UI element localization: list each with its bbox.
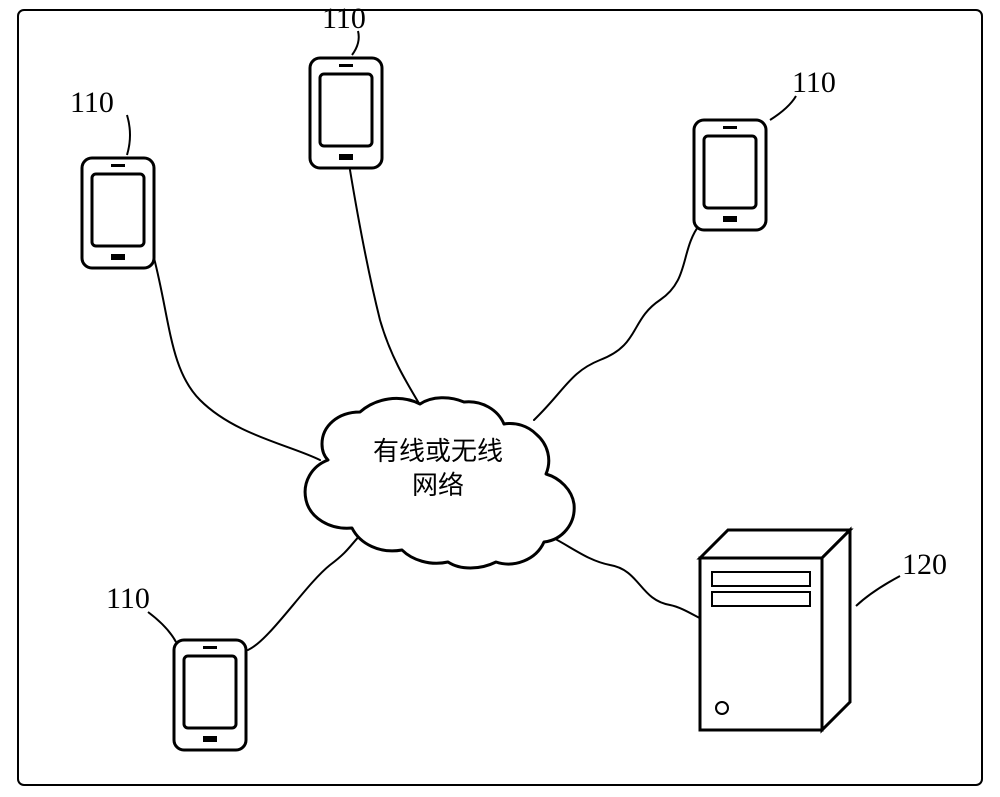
phone-phone2-icon-home-button bbox=[339, 154, 353, 160]
phone-phone4-icon bbox=[174, 640, 246, 750]
phone-phone3-icon-home-button bbox=[723, 216, 737, 222]
phone-phone1-icon bbox=[82, 158, 154, 268]
phone-phone1-icon-home-button bbox=[111, 254, 125, 260]
cloud-text-line2: 网络 bbox=[412, 470, 464, 500]
server-icon bbox=[700, 530, 850, 730]
label-phone4: 110 bbox=[106, 582, 150, 615]
phone-phone3-icon-speaker bbox=[723, 126, 737, 129]
connector-c2 bbox=[350, 170, 420, 405]
connector-c5 bbox=[538, 530, 715, 625]
phone-phone4-icon-speaker bbox=[203, 646, 217, 649]
connector-c1 bbox=[154, 258, 320, 460]
cloud-text-line1: 有线或无线 bbox=[373, 436, 503, 466]
leader-phone4 bbox=[148, 612, 176, 642]
connector-c3 bbox=[534, 224, 700, 420]
label-phone1: 110 bbox=[70, 86, 114, 119]
phone-phone3-icon bbox=[694, 120, 766, 230]
label-phone3: 110 bbox=[792, 66, 836, 99]
server-side bbox=[822, 530, 850, 730]
phone-phone2-icon-speaker bbox=[339, 64, 353, 67]
leader-phone1 bbox=[127, 115, 130, 155]
phone-phone2-icon bbox=[310, 58, 382, 168]
label-server-ref: 120 bbox=[902, 548, 947, 581]
label-phone2: 110 bbox=[322, 2, 366, 35]
connector-c4 bbox=[248, 530, 365, 650]
leader-phone3 bbox=[770, 96, 796, 120]
phone-phone4-icon-home-button bbox=[203, 736, 217, 742]
leader-server bbox=[856, 576, 900, 606]
phone-phone1-icon-speaker bbox=[111, 164, 125, 167]
